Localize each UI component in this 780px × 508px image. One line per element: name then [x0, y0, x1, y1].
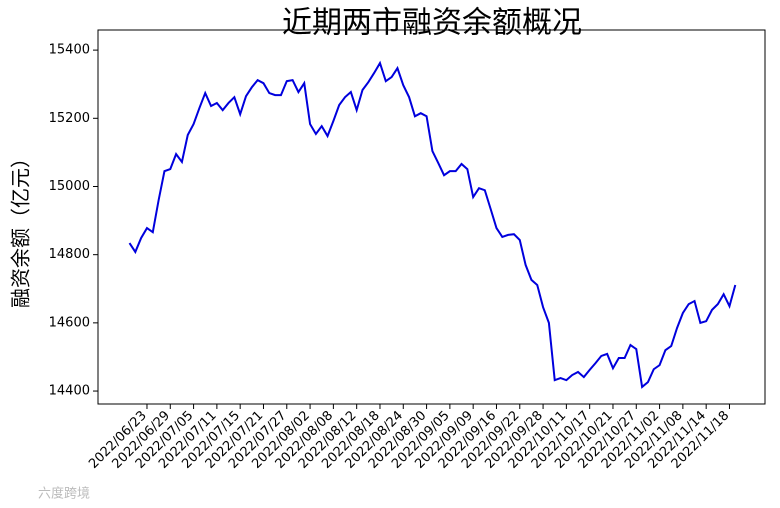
- watermark: 六度跨境: [38, 486, 90, 502]
- line-series: [128, 60, 737, 389]
- y-axis-label: 融资余额（亿元）: [9, 148, 33, 308]
- chart-title: 近期两市融资余额概况: [282, 6, 582, 41]
- y-tick-label: 15400: [49, 43, 90, 58]
- y-tick-label: 14400: [49, 384, 90, 399]
- y-tick-label: 14600: [49, 315, 90, 330]
- plot-frame: [97, 29, 766, 405]
- y-tick-label: 15000: [49, 179, 90, 194]
- y-tick-label: 14800: [49, 247, 90, 262]
- y-tick-label: 15200: [49, 111, 90, 126]
